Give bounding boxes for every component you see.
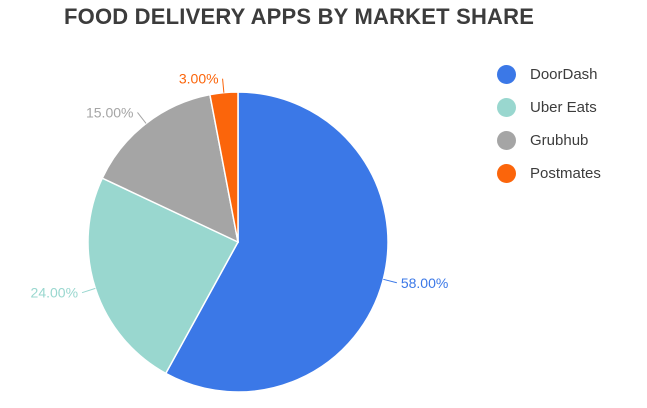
legend-item-uber-eats[interactable]: Uber Eats — [497, 91, 601, 124]
legend-swatch — [497, 164, 516, 183]
legend-item-grubhub[interactable]: Grubhub — [497, 124, 601, 157]
label-leader-line — [81, 287, 96, 294]
legend-label: Postmates — [530, 165, 601, 182]
legend-label: DoorDash — [530, 66, 598, 83]
pie-slices — [87, 91, 389, 393]
legend-item-doordash[interactable]: DoorDash — [497, 58, 601, 91]
data-label-uber-eats: 24.00% — [31, 285, 78, 301]
legend-swatch — [497, 131, 516, 150]
slice-labels: 58.00% 24.00% 15.00% 3.00% — [31, 71, 449, 301]
legend-swatch — [497, 65, 516, 84]
pie-slice-grubhub[interactable] — [101, 93, 240, 244]
data-label-grubhub: 15.00% — [86, 104, 133, 120]
legend-swatch — [497, 98, 516, 117]
data-label-doordash: 58.00% — [401, 275, 448, 291]
data-label-postmates: 3.00% — [179, 71, 219, 87]
chart-title: FOOD DELIVERY APPS BY MARKET SHARE — [64, 4, 535, 29]
legend-label: Uber Eats — [530, 99, 597, 116]
legend-item-postmates[interactable]: Postmates — [497, 157, 601, 190]
label-leader-line — [222, 78, 225, 93]
pie-slice-postmates[interactable] — [209, 91, 239, 243]
label-leader-line — [137, 112, 147, 124]
label-leader-line — [383, 278, 397, 284]
legend-label: Grubhub — [530, 132, 589, 149]
legend: DoorDash Uber Eats Grubhub Postmates — [497, 58, 601, 190]
pie-slice-uber-eats[interactable] — [87, 177, 240, 375]
